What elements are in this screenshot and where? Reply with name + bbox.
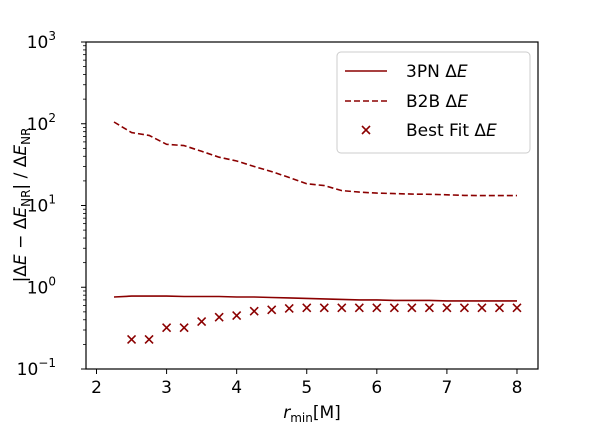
- legend-box: [336, 51, 531, 154]
- plot-area: [113, 121, 522, 344]
- x-tick-label: 7: [441, 378, 452, 398]
- data-point: [354, 303, 364, 313]
- x-tick-label: 5: [301, 378, 312, 398]
- data-point: [162, 323, 172, 333]
- y-tick-label: 10−1: [17, 356, 56, 380]
- data-point: [249, 306, 259, 316]
- data-point: [459, 303, 469, 313]
- data-point: [144, 334, 154, 344]
- legend-label-3pn: 3PN ΔE: [406, 62, 468, 82]
- y-tick-label: 102: [27, 111, 56, 135]
- axis-ticks: 2 3 4 5 6 7 8 10−1 100 101 102 103: [17, 29, 523, 398]
- x-tick-label: 3: [161, 378, 172, 398]
- data-point: [197, 317, 207, 327]
- data-point: [407, 303, 417, 313]
- data-point: [179, 323, 189, 333]
- legend: 3PN ΔE B2B ΔE Best Fit ΔE: [336, 51, 531, 154]
- data-point: [494, 303, 505, 313]
- data-point: [477, 303, 487, 313]
- data-point: [372, 303, 382, 313]
- y-tick-label: 101: [27, 193, 56, 217]
- series-1-line: [113, 295, 517, 302]
- x-tick-label: 8: [512, 378, 523, 398]
- data-point: [126, 334, 137, 344]
- y-tick-label: 103: [27, 29, 56, 53]
- legend-label-b2b: B2B ΔE: [406, 92, 468, 112]
- x-tick-label: 6: [371, 378, 382, 398]
- x-axis-label: rmin[M]: [283, 403, 341, 425]
- data-point: [389, 303, 399, 313]
- series-3: [126, 303, 522, 344]
- data-point: [284, 303, 294, 314]
- data-point: [424, 303, 434, 313]
- data-point: [337, 303, 347, 313]
- x-tick-label: 4: [231, 378, 242, 398]
- data-point: [267, 305, 277, 315]
- legend-label-best-fit: Best Fit ΔE: [406, 121, 497, 141]
- y-axis-label: |ΔE − ΔENR| / ΔENR: [11, 128, 33, 283]
- data-point: [512, 303, 522, 313]
- x-tick-label: 2: [91, 378, 102, 398]
- data-point: [319, 303, 329, 313]
- y-tick-label: 100: [27, 274, 56, 298]
- data-point: [442, 303, 452, 313]
- data-point: [302, 303, 312, 313]
- series-2-line: [113, 121, 517, 197]
- legend-marker-best-fit: [361, 125, 371, 135]
- data-point: [232, 311, 242, 321]
- data-point: [214, 312, 224, 322]
